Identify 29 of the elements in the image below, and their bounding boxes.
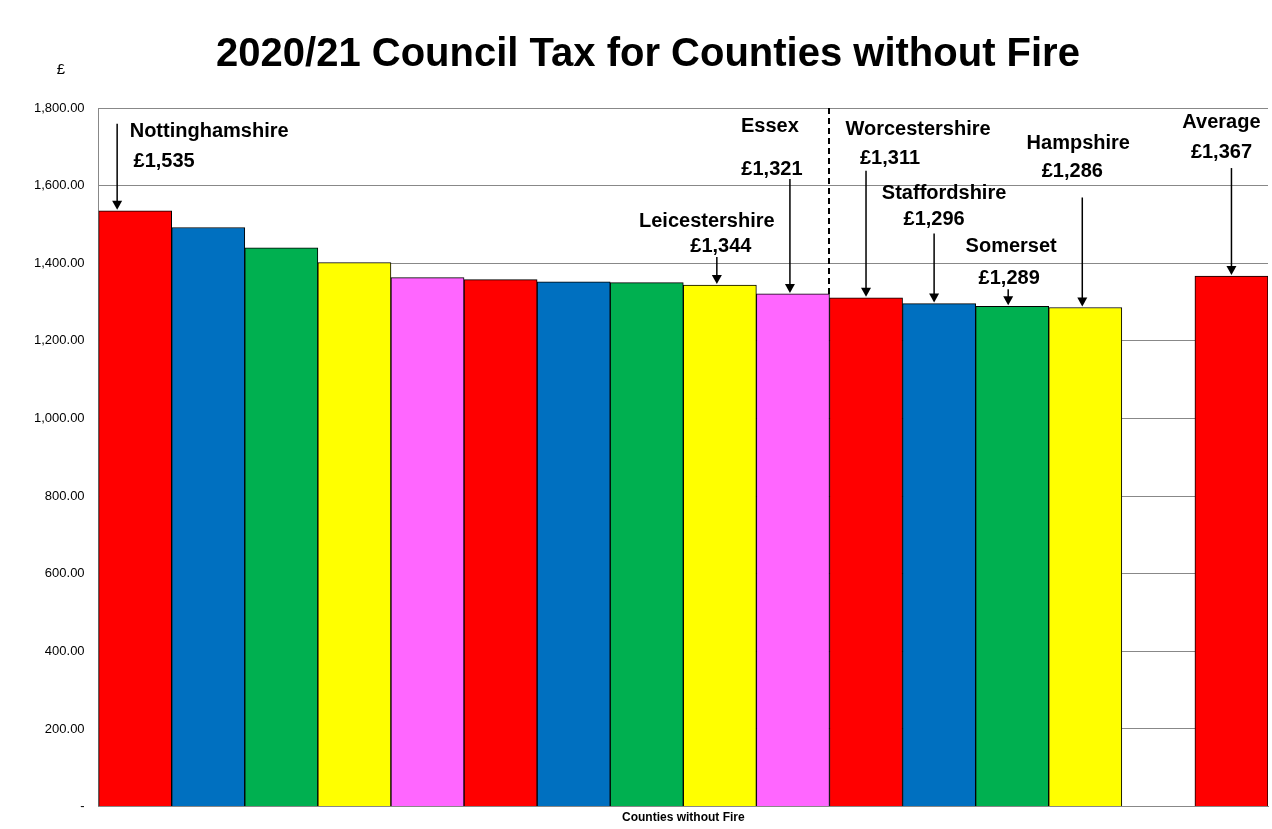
y-tick-label: 1,600.00 bbox=[33, 177, 85, 193]
data-label: £1,289 bbox=[978, 266, 1040, 289]
annotation: Leicestershire bbox=[639, 208, 775, 231]
annotation: Essex bbox=[741, 113, 799, 136]
annotation: Average bbox=[1182, 110, 1261, 133]
y-tick-label: 1,000.00 bbox=[33, 410, 85, 426]
data-label: £1,296 bbox=[903, 206, 965, 229]
data-label: £1,367 bbox=[1190, 140, 1253, 163]
y-tick-label: 1,800.00 bbox=[33, 99, 85, 115]
y-axis-title: £ bbox=[56, 60, 66, 77]
data-label: £1,311 bbox=[859, 145, 921, 168]
data-label: £1,286 bbox=[1041, 159, 1103, 182]
y-tick-label: 1,200.00 bbox=[33, 332, 85, 348]
data-label: £1,344 bbox=[690, 233, 753, 256]
y-tick-label: 400.00 bbox=[44, 642, 85, 658]
annotation: Hampshire bbox=[1026, 131, 1130, 154]
y-tick-label: - bbox=[80, 798, 85, 814]
y-tick-label: 1,400.00 bbox=[33, 254, 85, 270]
annotation: Nottinghamshire bbox=[129, 118, 289, 141]
y-tick-label: 800.00 bbox=[44, 487, 85, 503]
data-label: £1,321 bbox=[741, 156, 803, 179]
y-tick-label: 600.00 bbox=[44, 565, 85, 581]
annotation: Somerset bbox=[965, 234, 1058, 257]
annotation: Worcestershire bbox=[845, 116, 991, 139]
annotation: Staffordshire bbox=[881, 180, 1007, 203]
data-label: £1,535 bbox=[133, 148, 195, 171]
y-tick-label: 200.00 bbox=[44, 720, 85, 736]
chart-title: 2020/21 Council Tax for Counties without Fire bbox=[216, 30, 1080, 74]
x-axis-title: Counties without Fire bbox=[621, 810, 745, 825]
